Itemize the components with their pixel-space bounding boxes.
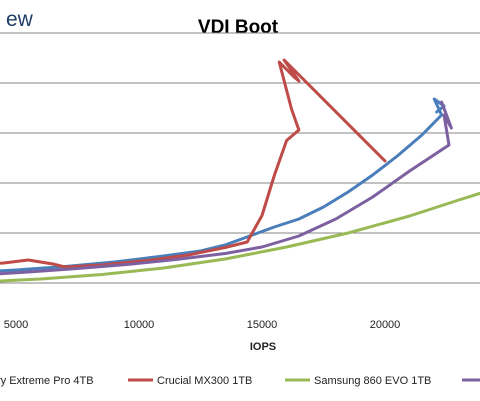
brand-logo-text: ew xyxy=(6,8,34,31)
x-tick-label: 15000 xyxy=(247,319,278,331)
series-lines xyxy=(0,58,480,283)
legend-label-2: Samsung 860 EVO 1TB xyxy=(314,375,431,387)
series-line-2 xyxy=(0,191,480,283)
x-axis-label: IOPS xyxy=(250,341,276,353)
series-line-1 xyxy=(0,58,387,269)
x-tick-label: 20000 xyxy=(370,319,401,331)
gridlines xyxy=(0,32,480,234)
x-tick-labels: 5000 10000 15000 20000 xyxy=(4,319,401,331)
legend-label-1: Crucial MX300 1TB xyxy=(157,375,252,387)
legend-label-0: ry Extreme Pro 4TB xyxy=(0,375,94,387)
chart-title: VDI Boot xyxy=(198,17,279,38)
series-line-3 xyxy=(0,100,453,276)
x-tick-label: 5000 xyxy=(4,319,28,331)
x-tick-label: 10000 xyxy=(124,319,155,331)
legend: ry Extreme Pro 4TB Crucial MX300 1TB Samsu… xyxy=(0,375,480,387)
series-line-0 xyxy=(0,97,446,273)
